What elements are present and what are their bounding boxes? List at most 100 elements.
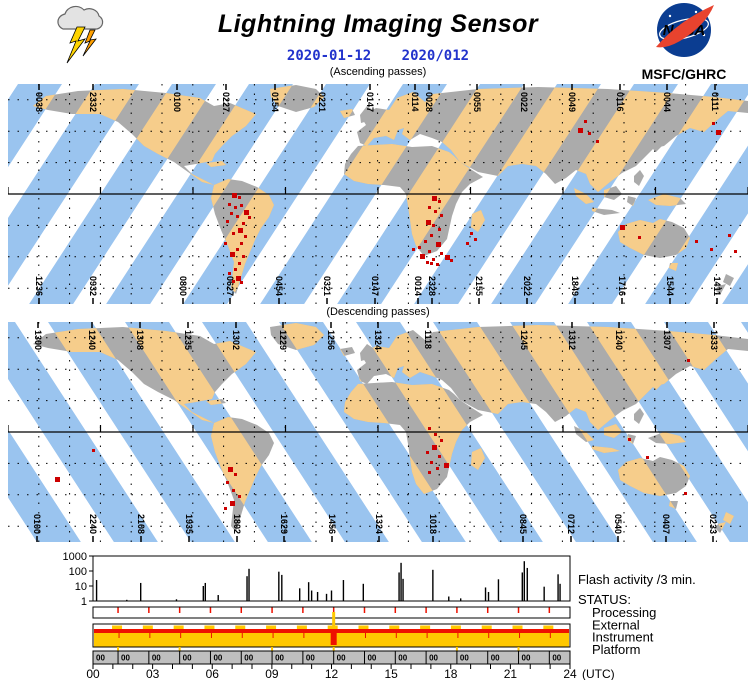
pass-time-top: 1300 xyxy=(33,330,43,350)
storm-cloud-lightning-icon xyxy=(57,5,104,64)
external-mark xyxy=(235,625,246,629)
orbit-label: 00 xyxy=(96,654,105,663)
pass-time-top: 1312 xyxy=(567,330,577,350)
pass-time-bottom: 1935 xyxy=(184,514,194,534)
ascending-caption: (Ascending passes) xyxy=(329,66,427,78)
pass-time-top: 1240 xyxy=(87,330,97,350)
pass-time-bottom: 0932 xyxy=(88,276,98,296)
flash-activity-label: Flash activity /3 min. xyxy=(578,572,696,587)
org-label: MSFC/GHRC xyxy=(641,66,727,82)
pass-time-top: 1308 xyxy=(135,330,145,350)
external-mark xyxy=(543,625,554,629)
pass-time-top: 1118 xyxy=(423,330,433,349)
pass-time-top: 0028 xyxy=(424,92,434,112)
flash-y-tick-label: 1 xyxy=(81,596,87,608)
pass-time-bottom: 0800 xyxy=(178,276,188,296)
pass-time-top: 1229 xyxy=(278,330,288,350)
pass-time-bottom: 0407 xyxy=(661,514,671,534)
pass-time-bottom: 1544 xyxy=(665,276,675,296)
time-axis-label: 06 xyxy=(206,667,220,680)
pass-time-top: 2332 xyxy=(88,92,98,112)
external-mark xyxy=(204,625,215,629)
processing-row xyxy=(92,606,571,619)
pass-time-bottom: 0233 xyxy=(708,514,718,534)
status-heading: STATUS: xyxy=(578,592,631,607)
external-mark xyxy=(173,625,184,629)
pass-time-bottom: 1802 xyxy=(232,514,242,534)
flash-y-tick-label: 10 xyxy=(75,581,87,593)
external-mark xyxy=(450,625,461,629)
pass-time-top: 0227 xyxy=(221,92,231,112)
pass-time-top: 1307 xyxy=(662,330,672,350)
pass-time-bottom: 1324 xyxy=(374,514,384,534)
date-line: 2020-01-12 2020/012 xyxy=(0,48,756,64)
pass-time-top: 0111 xyxy=(710,92,720,111)
instrument-anomaly xyxy=(330,633,337,645)
pass-time-top: 0055 xyxy=(472,92,482,112)
orbit-label: 00 xyxy=(121,654,130,663)
orbit-label: 00 xyxy=(522,654,531,663)
ascending-passes-map: 0038 2332 0100 0227 0154 0221 0147 0114 0028 0055… xyxy=(8,84,748,304)
pass-time-bottom: 0845 xyxy=(518,514,528,534)
time-axis-unit: (UTC) xyxy=(582,667,615,680)
flash-spikes xyxy=(95,561,561,601)
time-axis-label: 03 xyxy=(146,667,160,680)
pass-time-bottom: 1629 xyxy=(279,514,289,534)
pass-time-bottom: 0454 xyxy=(274,276,284,296)
status-row-label-platform: Platform xyxy=(592,642,640,657)
status-row-label-instrument: Instrument xyxy=(592,630,654,645)
external-mark xyxy=(142,625,153,629)
external-mark xyxy=(481,625,492,629)
pass-time-top: 1240 xyxy=(614,330,624,350)
orbit-label: 00 xyxy=(491,654,500,663)
pass-time-top: 0044 xyxy=(662,92,672,112)
pass-time-bottom: 2155 xyxy=(474,276,484,296)
orbit-label: 00 xyxy=(183,654,192,663)
date-iso: 2020-01-12 xyxy=(286,48,372,64)
descending-passes-map: 1300 1240 1308 1235 1302 1229 1256 1324 1118 1245… xyxy=(8,322,748,542)
pass-time-bottom: 1716 xyxy=(617,276,627,296)
lightning-points xyxy=(224,120,737,284)
pass-time-bottom: 2108 xyxy=(136,514,146,534)
pass-time-bottom: 0100 xyxy=(32,514,42,534)
orbit-label: 00 xyxy=(213,654,222,663)
pass-time-top: 0022 xyxy=(519,92,529,112)
external-anomaly xyxy=(332,612,336,629)
pass-time-bottom: 0147 xyxy=(370,276,380,296)
time-axis-label: 24 xyxy=(563,667,577,680)
instrument-band xyxy=(94,629,569,633)
pass-time-bottom: 1849 xyxy=(570,276,580,296)
nasa-logo-block: NASA MSFC/GHRC xyxy=(636,1,732,82)
equator-ticks xyxy=(8,425,748,432)
pass-time-bottom: 2022 xyxy=(522,276,532,296)
external-mark xyxy=(389,625,400,629)
flash-y-tick-label: 1000 xyxy=(63,551,87,563)
pass-time-bottom: 0627 xyxy=(225,276,235,296)
time-axis-label: 15 xyxy=(384,667,398,680)
pass-time-labels: 1300 1240 1308 1235 1302 1229 1256 1324 1118 1245… xyxy=(32,322,719,542)
external-mark xyxy=(266,625,277,629)
pass-time-top: 0221 xyxy=(317,92,327,112)
orbit-label: 00 xyxy=(306,654,315,663)
nasa-swoosh xyxy=(656,5,714,48)
pass-time-top: 0147 xyxy=(365,92,375,112)
status-row-label-processing: Processing xyxy=(592,605,656,620)
pass-time-top: 0100 xyxy=(172,92,182,112)
pass-time-top: 1235 xyxy=(183,330,193,350)
nasa-meatball-logo: NASA xyxy=(656,3,714,57)
external-mark xyxy=(296,625,307,629)
orbit-label: 00 xyxy=(460,654,469,663)
external-mark xyxy=(112,625,123,629)
pass-time-top: 0038 xyxy=(34,92,44,112)
time-axis-label: 21 xyxy=(504,667,518,680)
time-axis-label: 09 xyxy=(265,667,279,680)
pass-time-top: 1324 xyxy=(373,330,383,350)
time-axis-label: 00 xyxy=(86,667,100,680)
pass-time-top: 1333 xyxy=(709,330,719,350)
pass-time-bottom: 1018 xyxy=(428,514,438,534)
descending-caption: (Descending passes) xyxy=(326,306,430,318)
external-mark xyxy=(420,625,431,629)
equator-ticks xyxy=(8,187,748,194)
